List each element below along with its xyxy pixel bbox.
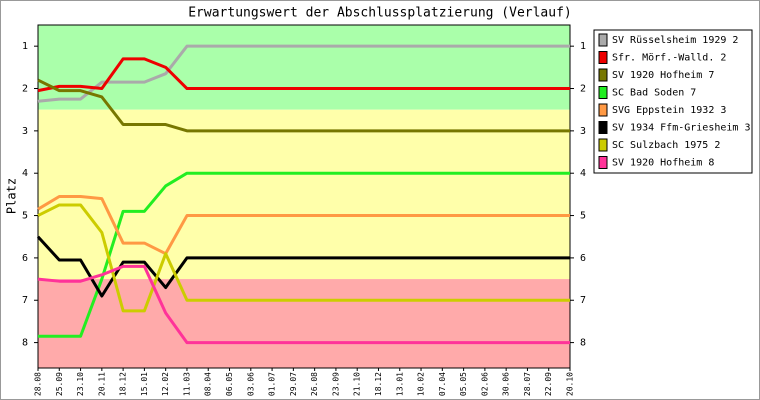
x-tick-label: 26.08: [310, 372, 319, 396]
x-tick-label: 18.12: [374, 372, 383, 396]
x-tick-label: 05.05: [459, 372, 468, 396]
series-line: [37, 57, 570, 93]
x-tick-label: 29.07: [289, 372, 298, 396]
legend-swatch: [598, 103, 608, 117]
legend-swatch: [598, 33, 608, 47]
legend-swatch: [598, 86, 608, 99]
series-line: [37, 264, 570, 345]
y-tick-label: 3: [22, 126, 28, 137]
legend-label: Sfr. Mörf.-Walld. 2: [612, 53, 726, 64]
y-tick-label-right: 7: [580, 295, 586, 306]
x-tick-label: 15.01: [140, 372, 149, 396]
y-axis-label: Platz: [5, 178, 19, 214]
y-tick-label: 1: [22, 41, 28, 52]
x-tick-label: 21.10: [353, 372, 362, 396]
x-tick-label: 10.02: [417, 372, 426, 396]
x-tick-label: 12.02: [161, 372, 170, 396]
x-tick-label: 07.04: [438, 372, 447, 396]
zone-band: [38, 279, 570, 368]
y-tick-label: 7: [22, 295, 28, 306]
x-tick-label: 02.06: [480, 372, 489, 396]
y-tick-label: 6: [22, 253, 28, 264]
x-tick-label: 03.06: [246, 372, 255, 396]
legend-swatch: [598, 156, 608, 169]
legend-label: SC Bad Soden 7: [612, 88, 696, 99]
x-tick-label: 08.04: [204, 372, 213, 396]
x-tick-label: 20.11: [97, 372, 106, 396]
zone-band: [38, 109, 570, 280]
legend-label: SC Sulzbach 1975 2: [612, 140, 720, 151]
x-tick-label: 30.06: [502, 372, 511, 396]
legend-swatch: [598, 138, 608, 152]
series-line: [37, 203, 570, 313]
y-tick-label-right: 5: [580, 211, 586, 222]
x-tick-label: 23.10: [76, 372, 85, 396]
x-tick-label: 13.01: [395, 372, 404, 396]
y-tick-label-right: 6: [580, 253, 586, 264]
series-line: [37, 44, 570, 103]
legend-label: SV 1934 Ffm-Griesheim 3: [612, 123, 750, 134]
y-tick-label-right: 2: [580, 84, 586, 95]
x-tick-label: 28.08: [34, 372, 43, 396]
x-tick-label: 06.05: [225, 372, 234, 396]
y-tick-label: 4: [22, 168, 28, 179]
y-tick-label: 2: [22, 84, 28, 95]
x-tick-label: 23.09: [331, 372, 340, 396]
y-tick-label: 8: [22, 338, 28, 349]
y-tick-label: 5: [22, 211, 28, 222]
x-tick-label: 28.07: [523, 372, 532, 396]
x-tick-label: 01.07: [268, 372, 277, 396]
x-tick-label: 25.09: [55, 372, 64, 396]
y-tick-label-right: 1: [580, 41, 586, 52]
x-tick-label: 18.12: [119, 372, 128, 396]
series-line: [38, 171, 570, 338]
legend-swatch: [598, 51, 608, 64]
series-line: [36, 235, 570, 298]
x-tick-label: 20.10: [566, 372, 575, 396]
x-tick-label: 22.09: [544, 372, 553, 396]
zone-band: [38, 25, 570, 110]
legend-label: SV 1920 Hofheim 7: [612, 70, 714, 81]
y-tick-label-right: 4: [580, 168, 586, 179]
series-line: [37, 195, 570, 256]
y-tick-label-right: 3: [580, 126, 586, 137]
plot-border: [37, 24, 571, 369]
x-tick-label: 11.03: [182, 372, 191, 396]
y-tick-label-right: 8: [580, 338, 586, 349]
legend-label: SVG Eppstein 1932 3: [612, 105, 726, 116]
legend-label: SV 1920 Hofheim 8: [612, 158, 714, 169]
legend-swatch: [598, 121, 608, 134]
legend-label: SV Rüsselsheim 1929 2: [612, 35, 738, 46]
legend: [593, 29, 753, 174]
series-line: [37, 78, 570, 133]
legend-swatch: [598, 68, 608, 82]
chart-title: Erwartungswert der Abschlussplatzierung …: [188, 6, 572, 21]
